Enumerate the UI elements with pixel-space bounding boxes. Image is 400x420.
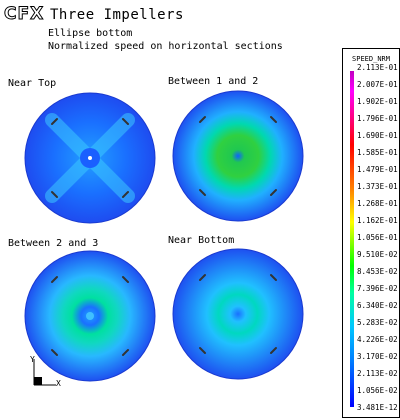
panel-label-between-2-3: Between 2 and 3 — [8, 238, 99, 249]
legend-tick-label: 2.113E-01 — [357, 63, 398, 72]
legend-tick-label: 9.510E-02 — [357, 250, 398, 259]
panel-label-near-top: Near Top — [8, 78, 57, 89]
legend-tick-label: 1.056E-01 — [357, 233, 398, 242]
speed-disc-near-bottom — [172, 248, 304, 380]
legend-tick-label: 8.453E-02 — [357, 267, 398, 276]
legend-tick-label: 2.113E-02 — [357, 369, 398, 378]
legend-tick-label: 1.373E-01 — [357, 182, 398, 191]
x-axis-label: X — [56, 379, 61, 388]
legend-tick-label: 6.340E-02 — [357, 301, 398, 310]
legend-tick-label: 4.226E-02 — [357, 335, 398, 344]
legend-tick-label: 3.170E-02 — [357, 352, 398, 361]
axis-triad: Y X — [28, 355, 68, 390]
plot-subtitle-2: Normalized speed on horizontal sections — [48, 41, 283, 52]
legend-tick-label: 3.481E-12 — [357, 403, 398, 412]
color-legend: SPEED_NRM 2.113E-01 2.007E-01 1.902E-01 1.7… — [342, 48, 400, 418]
y-axis-label: Y — [30, 355, 35, 364]
legend-tick-label: 1.479E-01 — [357, 165, 398, 174]
speed-disc-between-2-3 — [24, 250, 156, 382]
legend-tick-label: 1.796E-01 — [357, 114, 398, 123]
legend-tick-label: 1.902E-01 — [357, 97, 398, 106]
speed-disc-between-1-2 — [172, 90, 304, 222]
panel-label-between-1-2: Between 1 and 2 — [168, 76, 259, 87]
plot-subtitle-1: Ellipse bottom — [48, 28, 133, 39]
legend-title: SPEED_NRM — [352, 55, 390, 63]
legend-color-bar — [350, 71, 354, 407]
legend-tick-label: 1.268E-01 — [357, 199, 398, 208]
legend-tick-label: 1.585E-01 — [357, 148, 398, 157]
legend-tick-label: 1.690E-01 — [357, 131, 398, 140]
legend-tick-label: 1.162E-01 — [357, 216, 398, 225]
plot-title: Three Impellers — [50, 7, 184, 23]
legend-tick-label: 1.056E-02 — [357, 386, 398, 395]
legend-tick-label: 7.396E-02 — [357, 284, 398, 293]
speed-disc-near-top — [24, 92, 156, 224]
legend-tick-label: 5.283E-02 — [357, 318, 398, 327]
legend-tick-label: 2.007E-01 — [357, 80, 398, 89]
panel-label-near-bottom: Near Bottom — [168, 235, 235, 246]
cfx-logo: CFX — [3, 4, 45, 25]
legend-ticks: 2.113E-01 2.007E-01 1.902E-01 1.796E-01 1.69… — [357, 63, 399, 415]
axis-triad-icon — [33, 359, 56, 386]
